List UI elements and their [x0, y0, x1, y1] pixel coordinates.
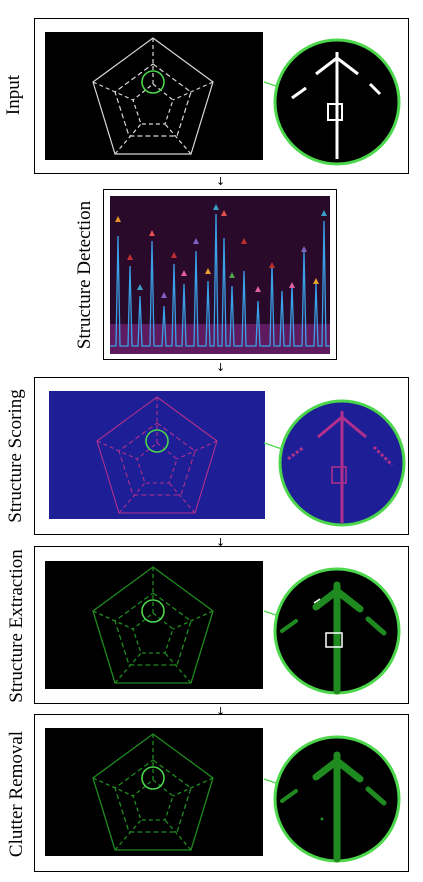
connector-arrow-4: ↓: [216, 705, 226, 718]
detection-label: Structure Detection: [74, 200, 95, 350]
extraction-zoom-inset: [263, 567, 401, 695]
input-label: Input: [3, 74, 24, 116]
clutter-image: [45, 728, 263, 856]
input-image: [45, 32, 263, 160]
clutter-label: Clutter Removal: [6, 730, 27, 858]
scoring-label: Structure Scoring: [5, 389, 26, 523]
connector-arrow-2: ↓: [216, 361, 226, 374]
scoring-zoom-inset: [263, 399, 406, 527]
connector-arrow-3: ↓: [216, 536, 226, 549]
scoring-image: [49, 391, 265, 519]
detection-peak-plot: [110, 196, 330, 354]
input-zoom-inset: [263, 38, 401, 166]
connector-arrow-1: ↓: [216, 175, 226, 188]
extraction-label: Structure Extraction: [6, 549, 27, 703]
extraction-image: [45, 561, 263, 689]
clutter-zoom-inset: [263, 735, 401, 863]
